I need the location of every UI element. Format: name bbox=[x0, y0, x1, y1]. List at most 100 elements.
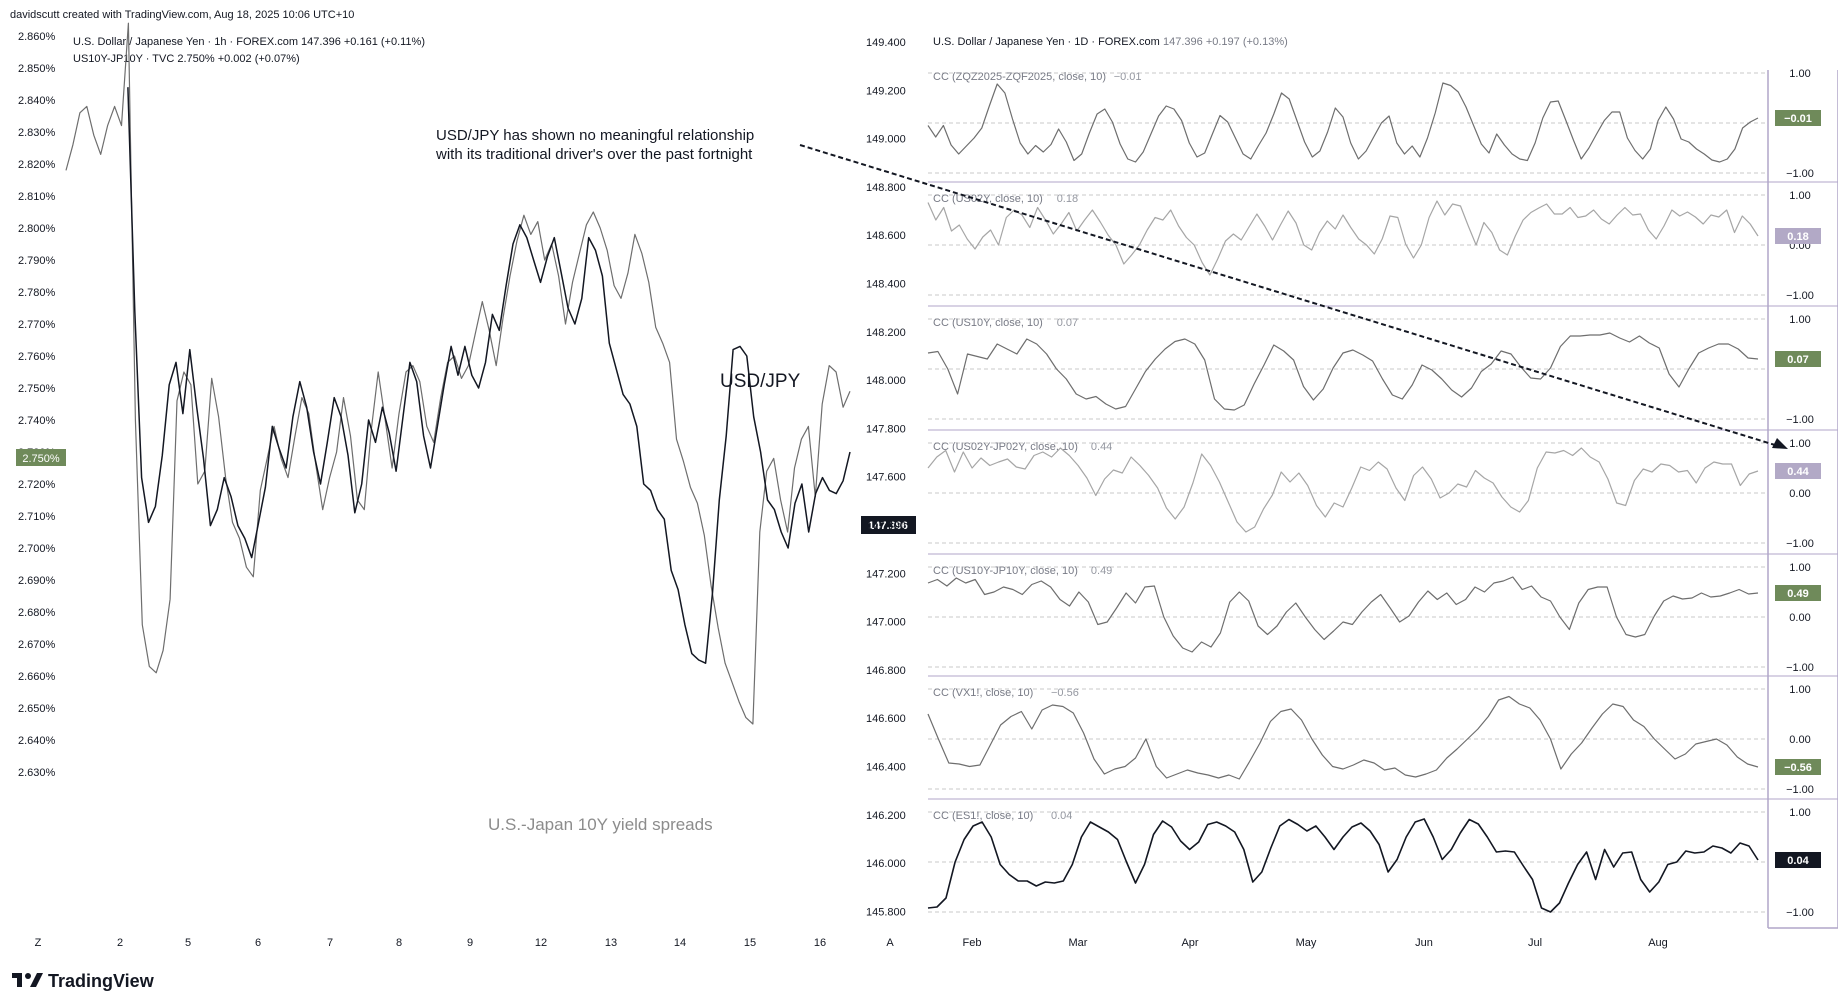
panel-scale-label: 1.00 bbox=[1789, 190, 1810, 202]
annotation-line-1: USD/JPY has shown no meaningful relation… bbox=[436, 127, 754, 144]
correlation-panel[interactable]: CC (US10Y, close, 10) 0.07 1.00 −1.00 0.07 bbox=[927, 305, 1838, 426]
panel-scale-label: 1.00 bbox=[1789, 438, 1810, 450]
left-y-tick-label: 2.820% bbox=[18, 159, 56, 171]
spread-price-badge-text: 2.750% bbox=[22, 453, 60, 465]
right-price-tick-label: 146.400 bbox=[866, 762, 906, 774]
left-y-tick-label: 2.660% bbox=[18, 671, 56, 683]
panel-value: 0.07 bbox=[1057, 317, 1078, 329]
left-x-tick-label: Z bbox=[35, 937, 42, 949]
left-x-tick-label: 15 bbox=[744, 937, 756, 949]
left-x-tick-label: 13 bbox=[605, 937, 617, 949]
left-y-tick-label: 2.850% bbox=[18, 63, 56, 75]
left-x-tick-label: 8 bbox=[396, 937, 402, 949]
right-x-tick-label: Apr bbox=[1181, 937, 1198, 949]
panel-value: 0.18 bbox=[1057, 193, 1078, 205]
left-y-tick-label: 2.770% bbox=[18, 319, 56, 331]
right-price-tick-label: 147.800 bbox=[866, 423, 906, 435]
correlation-line bbox=[927, 82, 1759, 163]
panel-value: 0.49 bbox=[1091, 565, 1112, 577]
right-x-tick-label: Mar bbox=[1069, 937, 1088, 949]
panel-label: CC (VX1!, close, 10) bbox=[933, 687, 1033, 699]
left-x-tick-label: 14 bbox=[674, 937, 686, 949]
left-y-tick-label: 2.740% bbox=[18, 415, 56, 427]
panel-scale-label: −1.00 bbox=[1786, 784, 1814, 796]
right-price-tick-label: 148.400 bbox=[866, 279, 906, 291]
panel-scale-label: 1.00 bbox=[1789, 562, 1810, 574]
correlation-panel[interactable]: CC (ES1!, close, 10) 0.04 1.00 −1.00 0.04 bbox=[927, 798, 1838, 919]
right-price-tick-label: 149.000 bbox=[866, 134, 906, 146]
right-price-tick-label: 147.600 bbox=[866, 472, 906, 484]
tradingview-branding[interactable]: TradingView bbox=[12, 971, 155, 991]
correlation-panel[interactable]: CC (US02Y, close, 10) 0.18 1.000.00−1.000.… bbox=[927, 181, 1838, 302]
tradingview-logo-icon bbox=[12, 973, 43, 987]
panel-scale-label: 1.00 bbox=[1789, 684, 1810, 696]
left-plot-area[interactable] bbox=[65, 22, 851, 725]
spread-price-badge: 2.750% bbox=[16, 449, 66, 466]
left-x-tick-label: 2 bbox=[117, 937, 123, 949]
panel-value: −0.01 bbox=[1114, 71, 1142, 83]
right-price-tick-label: 148.200 bbox=[866, 327, 906, 339]
correlation-line bbox=[927, 200, 1759, 276]
right-x-tick-label: Aug bbox=[1648, 937, 1668, 949]
correlation-panel[interactable]: CC (US10Y-JP10Y, close, 10) 0.49 1.00 0.00 −… bbox=[927, 553, 1838, 674]
usdjpy-line bbox=[127, 87, 851, 664]
left-y-tick-label: 2.790% bbox=[18, 255, 56, 267]
left-y-tick-label: 2.690% bbox=[18, 575, 56, 587]
right-x-tick-label: A bbox=[886, 937, 894, 949]
left-y-tick-label: 2.750% bbox=[18, 383, 56, 395]
panel-scale-label: 1.00 bbox=[1789, 68, 1810, 80]
left-y-tick-label: 2.840% bbox=[18, 95, 56, 107]
correlation-panel[interactable]: CC (US02Y-JP02Y, close, 10) 0.44 1.00 0.00 −… bbox=[927, 429, 1838, 550]
right-price-tick-label: 146.600 bbox=[866, 713, 906, 725]
left-y-tick-label: 2.800% bbox=[18, 223, 56, 235]
correlation-line bbox=[927, 695, 1759, 780]
panel-scale-label: −1.00 bbox=[1786, 168, 1814, 180]
panel-value-badge-text: 0.07 bbox=[1787, 354, 1808, 366]
annotation-line-2: with its traditional driver's over the p… bbox=[435, 146, 753, 163]
left-x-axis: Z 2 5 6 7 8 9 12 13 14 15 16 bbox=[35, 937, 826, 949]
yield-spread-line bbox=[65, 22, 851, 725]
panel-value-badge: 0.44 bbox=[1775, 463, 1821, 479]
right-title: U.S. Dollar / Japanese Yen · 1D · FOREX.… bbox=[933, 36, 1160, 48]
panel-label: CC (ES1!, close, 10) bbox=[933, 810, 1033, 822]
left-y-tick-label: 2.630% bbox=[18, 767, 56, 779]
panel-scale-label: −1.00 bbox=[1786, 538, 1814, 550]
panel-value-badge: −0.56 bbox=[1775, 759, 1821, 775]
panel-value-badge: 0.07 bbox=[1775, 351, 1821, 367]
panel-scale-label: 1.00 bbox=[1789, 314, 1810, 326]
panel-value: −0.56 bbox=[1051, 687, 1079, 699]
panel-label: CC (US10Y, close, 10) bbox=[933, 317, 1043, 329]
panel-value-badge: 0.04 bbox=[1775, 852, 1821, 868]
panel-scale-label: −1.00 bbox=[1786, 907, 1814, 919]
panel-value: 0.44 bbox=[1091, 441, 1112, 453]
panel-label: CC (ZQZ2025-ZQF2025, close, 10) bbox=[933, 71, 1106, 83]
correlation-panel[interactable]: CC (ZQZ2025-ZQF2025, close, 10) −0.01 1.00… bbox=[927, 68, 1821, 180]
correlation-line bbox=[927, 332, 1759, 411]
right-x-tick-label: Jul bbox=[1528, 937, 1542, 949]
left-y-tick-label: 2.700% bbox=[18, 543, 56, 555]
correlation-panel[interactable]: CC (VX1!, close, 10) −0.56 1.00 0.00 −1.00 −0… bbox=[927, 675, 1838, 796]
correlation-panels[interactable]: CC (ZQZ2025-ZQF2025, close, 10) −0.01 1.00… bbox=[927, 68, 1838, 919]
left-y-tick-label: 2.810% bbox=[18, 191, 56, 203]
left-x-tick-label: 9 bbox=[467, 937, 473, 949]
left-y-tick-label: 2.830% bbox=[18, 127, 56, 139]
left-x-tick-label: 6 bbox=[255, 937, 261, 949]
panel-value-badge-text: 0.44 bbox=[1787, 466, 1809, 478]
right-x-axis: A Feb Mar Apr May Jun Jul Aug bbox=[886, 937, 1667, 949]
left-y-tick-label: 2.640% bbox=[18, 735, 56, 747]
correlation-line bbox=[927, 818, 1759, 913]
panel-value-badge-text: 0.04 bbox=[1787, 855, 1809, 867]
left-y-tick-label: 2.670% bbox=[18, 639, 56, 651]
left-x-tick-label: 12 bbox=[535, 937, 547, 949]
tradingview-logo-text: TradingView bbox=[48, 971, 155, 991]
panel-value-badge: −0.01 bbox=[1775, 110, 1821, 126]
spread-label: U.S.-Japan 10Y yield spreads bbox=[488, 815, 713, 834]
right-price-axis: 149.400 149.200 149.000 148.800 148.600 148.4… bbox=[866, 37, 906, 918]
left-y-tick-label: 2.780% bbox=[18, 287, 56, 299]
panel-scale-label: −1.00 bbox=[1786, 290, 1814, 302]
right-price-tick-label: 149.200 bbox=[866, 85, 906, 97]
right-price-tick-label: 146.200 bbox=[866, 810, 906, 822]
usdjpy-label: USD/JPY bbox=[720, 371, 801, 392]
left-x-tick-label: 7 bbox=[327, 937, 333, 949]
